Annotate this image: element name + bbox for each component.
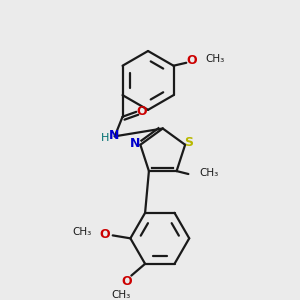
Text: CH₃: CH₃ (199, 168, 218, 178)
Text: O: O (121, 275, 132, 288)
Text: N: N (130, 137, 141, 150)
Text: CH₃: CH₃ (205, 54, 224, 64)
Text: N: N (109, 129, 119, 142)
Text: H: H (101, 133, 109, 143)
Text: CH₃: CH₃ (111, 290, 130, 300)
Text: O: O (187, 54, 197, 67)
Text: O: O (137, 105, 148, 118)
Text: CH₃: CH₃ (72, 227, 91, 238)
Text: O: O (100, 228, 110, 241)
Text: S: S (184, 136, 194, 149)
